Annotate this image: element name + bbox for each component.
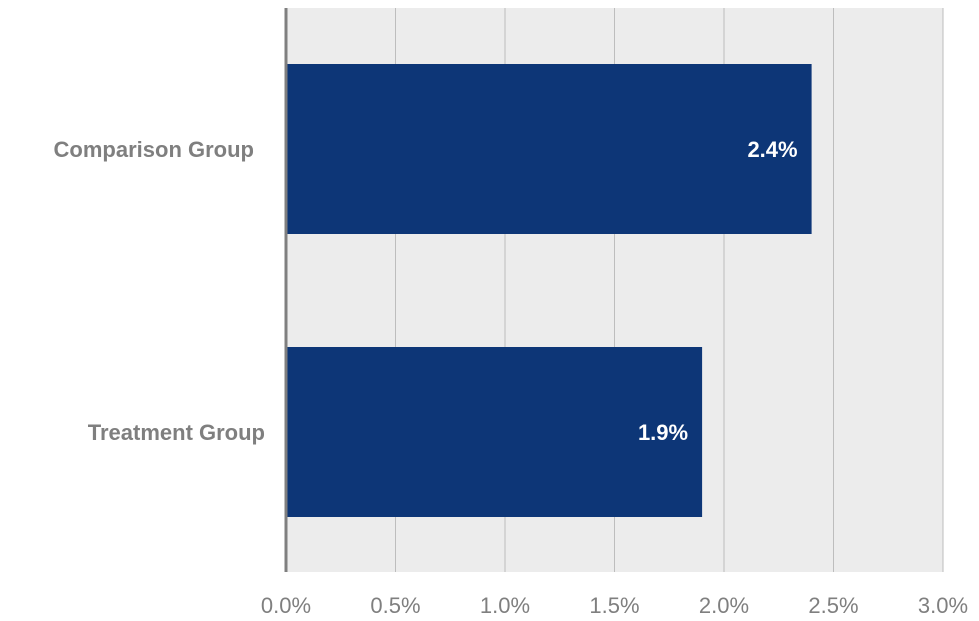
category-labels: Comparison Group Treatment Group	[54, 137, 265, 445]
x-tick-label: 1.5%	[589, 593, 639, 618]
bar	[286, 64, 812, 234]
x-tick-label: 3.0%	[918, 593, 968, 618]
data-labels: 2.4% 1.9%	[638, 137, 798, 445]
x-tick-label: 2.0%	[699, 593, 749, 618]
bar	[286, 347, 703, 517]
data-label: 2.4%	[747, 137, 797, 162]
x-tick-labels: 0.0% 0.5% 1.0% 1.5% 2.0% 2.5% 3.0%	[261, 593, 968, 618]
x-tick-label: 1.0%	[480, 593, 530, 618]
bars	[286, 64, 812, 517]
x-tick-label: 0.5%	[370, 593, 420, 618]
category-label: Treatment Group	[88, 420, 265, 445]
category-label: Comparison Group	[54, 137, 254, 162]
x-tick-label: 2.5%	[808, 593, 858, 618]
x-tick-label: 0.0%	[261, 593, 311, 618]
data-label: 1.9%	[638, 420, 688, 445]
